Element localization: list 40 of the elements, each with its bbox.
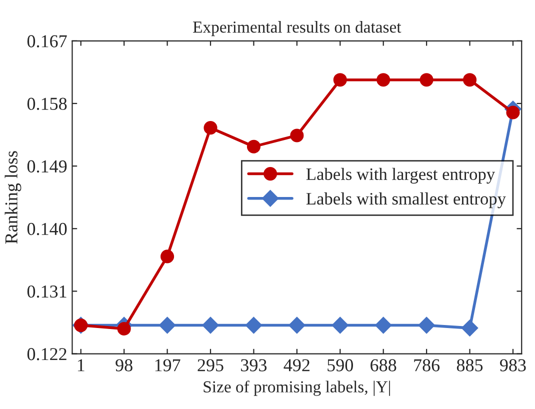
point <box>333 73 347 87</box>
x-tick-label: 590 <box>328 359 353 372</box>
point <box>204 121 218 135</box>
point <box>420 73 434 87</box>
point <box>461 320 478 336</box>
x-tick-label: 786 <box>414 359 440 372</box>
x-tick-label: 983 <box>500 359 526 372</box>
x-tick-label: 1 <box>78 359 84 372</box>
y-tick-label: 0.149 <box>27 160 67 173</box>
point <box>246 140 260 154</box>
y-tick-label: 0.158 <box>27 98 67 110</box>
point <box>376 73 390 87</box>
point <box>418 316 435 334</box>
point <box>158 316 176 334</box>
x-tick-label: 295 <box>198 359 224 372</box>
point <box>506 106 520 120</box>
legend-label: Labels with smallest entropy <box>306 192 506 208</box>
y-axis-title: Ranking loss <box>4 151 22 244</box>
point <box>290 128 304 142</box>
legend-label: Labels with largest entropy <box>306 168 495 184</box>
x-tick-label: 197 <box>155 359 180 372</box>
point <box>117 322 131 336</box>
x-axis-title: Size of promising labels, |Y| <box>204 380 390 396</box>
x-tick-label: 492 <box>284 359 310 372</box>
point <box>288 316 306 334</box>
x-tick-label: 393 <box>241 359 267 372</box>
point <box>245 316 262 334</box>
y-tick-label: 0.122 <box>27 348 66 360</box>
point <box>160 250 174 264</box>
point <box>374 316 392 334</box>
point <box>332 316 349 334</box>
x-tick-label: 885 <box>456 359 483 372</box>
y-tick-label: 0.131 <box>27 285 66 298</box>
point <box>463 73 477 87</box>
x-tick-label: 98 <box>116 359 132 372</box>
point <box>202 316 219 334</box>
y-tick-label: 0.140 <box>27 222 67 236</box>
x-tick-label: 688 <box>370 359 396 372</box>
y-tick-label: 0.167 <box>27 35 67 48</box>
chart-title: Experimental results on dataset <box>193 21 402 36</box>
